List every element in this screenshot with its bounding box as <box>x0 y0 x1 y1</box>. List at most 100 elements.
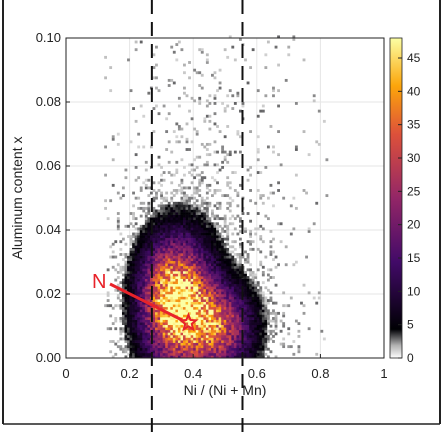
heatmap-cell <box>236 94 240 98</box>
heatmap-cell <box>147 237 151 241</box>
heatmap-cell <box>256 89 260 93</box>
y-tick-label: 0.02 <box>36 286 61 301</box>
heatmap-cell <box>127 258 130 262</box>
heatmap-cell <box>287 304 291 308</box>
heatmap-cell <box>165 352 169 356</box>
heatmap-cell <box>223 340 227 343</box>
heatmap-cell <box>233 288 237 292</box>
heatmap-cell <box>132 283 135 287</box>
heatmap-cell <box>221 332 225 336</box>
heatmap-cell <box>132 253 135 256</box>
heatmap-cell <box>188 291 191 295</box>
heatmap-cell <box>249 278 253 282</box>
heatmap-cell <box>193 281 197 285</box>
heatmap-cell <box>223 224 227 228</box>
heatmap-cell <box>198 304 202 308</box>
heatmap-cell <box>172 301 176 305</box>
heatmap-cell <box>213 258 217 262</box>
heatmap-cell <box>193 235 197 238</box>
heatmap-cell <box>216 260 219 264</box>
heatmap-cell <box>272 237 275 241</box>
heatmap-cell <box>218 204 222 208</box>
heatmap-cell <box>221 270 225 274</box>
heatmap-cell <box>127 263 130 267</box>
heatmap-cell <box>269 230 273 233</box>
heatmap-cell <box>172 255 176 259</box>
heatmap-cell <box>177 278 181 282</box>
heatmap-cell <box>177 206 181 210</box>
heatmap-cell <box>180 240 184 244</box>
heatmap-cell <box>205 281 209 285</box>
heatmap-cell <box>246 322 250 326</box>
heatmap-cell <box>254 352 258 356</box>
heatmap-cell <box>200 212 204 215</box>
heatmap-cell <box>223 294 227 297</box>
heatmap-cell <box>264 214 268 218</box>
heatmap-cell <box>134 178 138 182</box>
heatmap-cell <box>116 283 120 287</box>
heatmap-cell <box>218 273 222 277</box>
heatmap-cell <box>228 250 232 254</box>
heatmap-cell <box>129 319 133 323</box>
heatmap-cell <box>157 296 161 300</box>
heatmap-cell <box>144 186 148 190</box>
heatmap-cell <box>144 340 148 343</box>
heatmap-cell <box>259 334 263 338</box>
heatmap-cell <box>144 332 148 336</box>
heatmap-cell <box>312 296 316 300</box>
heatmap-cell <box>203 352 207 356</box>
heatmap-cell <box>226 347 230 351</box>
heatmap-cell <box>165 327 169 331</box>
heatmap-cell <box>155 230 158 233</box>
heatmap-cell <box>233 258 237 262</box>
heatmap-cell <box>149 342 153 346</box>
heatmap-cell <box>231 286 235 290</box>
heatmap-cell <box>211 345 214 349</box>
heatmap-cell <box>213 71 217 75</box>
heatmap-cell <box>109 89 113 93</box>
heatmap-cell <box>121 186 125 190</box>
heatmap-cell <box>203 119 207 123</box>
heatmap-cell <box>200 306 204 310</box>
heatmap-cell <box>221 355 225 359</box>
heatmap-cell <box>244 58 247 62</box>
heatmap-cell <box>155 296 158 300</box>
heatmap-cell <box>205 311 209 315</box>
heatmap-cell <box>132 276 135 279</box>
heatmap-cell <box>200 230 204 233</box>
heatmap-cell <box>203 224 207 228</box>
heatmap-cell <box>203 268 207 272</box>
heatmap-cell <box>114 268 118 272</box>
heatmap-cell <box>216 222 219 226</box>
heatmap-cell <box>200 247 204 251</box>
heatmap-cell <box>236 317 240 320</box>
heatmap-cell <box>193 263 197 267</box>
heatmap-cell <box>134 260 138 264</box>
heatmap-cell <box>200 317 204 320</box>
heatmap-cell <box>134 166 138 169</box>
heatmap-cell <box>216 329 219 333</box>
heatmap-cell <box>132 232 135 236</box>
heatmap-cell <box>180 332 184 336</box>
heatmap-cell <box>249 332 253 336</box>
heatmap-cell <box>167 227 171 231</box>
heatmap-cell <box>144 214 148 218</box>
heatmap-cell <box>137 314 141 318</box>
heatmap-cell <box>198 314 202 318</box>
heatmap-cell <box>124 294 128 297</box>
heatmap-cell <box>205 214 209 218</box>
heatmap-cell <box>175 240 179 244</box>
heatmap-cell <box>205 260 209 264</box>
heatmap-cell <box>190 232 194 236</box>
heatmap-cell <box>132 286 135 290</box>
heatmap-cell <box>211 324 214 328</box>
heatmap-cell <box>175 212 179 215</box>
heatmap-cell <box>162 350 166 354</box>
heatmap-cell <box>137 332 141 336</box>
heatmap-cell <box>218 342 222 346</box>
heatmap-cell <box>160 235 163 238</box>
heatmap-cell <box>226 327 230 331</box>
heatmap-cell <box>216 214 219 218</box>
heatmap-cell <box>167 309 171 313</box>
